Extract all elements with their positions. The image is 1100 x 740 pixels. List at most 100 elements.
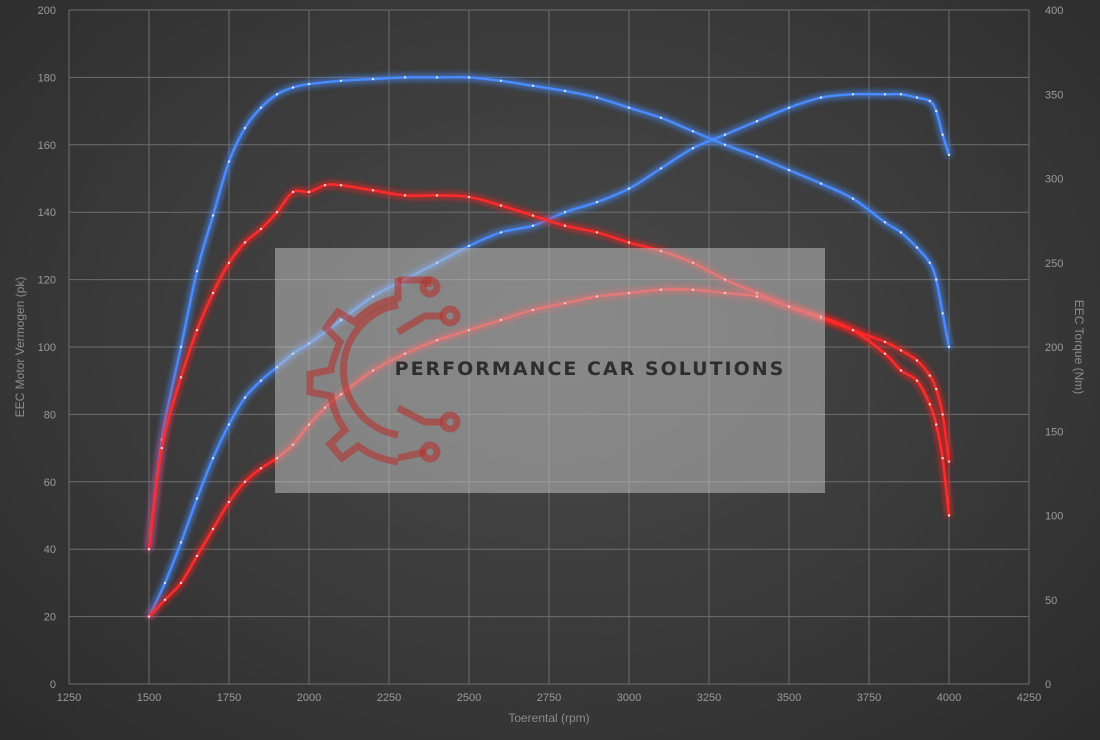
x-tick-label: 4250	[1017, 692, 1041, 704]
series-point	[499, 79, 503, 83]
series-point	[467, 244, 471, 248]
series-point	[227, 500, 231, 504]
series-point	[883, 221, 887, 224]
x-tick-label: 1250	[57, 692, 81, 704]
series-point	[275, 93, 279, 96]
series-point	[915, 246, 919, 249]
series-point	[403, 194, 407, 197]
series-point	[941, 413, 944, 416]
y-left-tick-label: 20	[44, 612, 56, 624]
series-point	[941, 133, 944, 136]
y-left-tick-label: 60	[44, 477, 56, 489]
series-point	[627, 241, 631, 244]
series-point	[928, 374, 931, 377]
series-line-1	[147, 75, 951, 551]
x-tick-label: 1500	[137, 692, 161, 704]
series-point	[691, 147, 695, 150]
series-point	[723, 143, 727, 146]
series-point	[307, 82, 311, 86]
series-point	[531, 214, 535, 217]
series-point	[160, 446, 163, 450]
series-point	[899, 93, 903, 96]
series-point	[243, 126, 247, 130]
series-point	[947, 345, 951, 349]
y-left-tick-label: 160	[38, 140, 56, 152]
series-point	[915, 96, 919, 99]
series-point	[227, 423, 231, 426]
series-point	[947, 460, 951, 463]
series-point	[941, 457, 944, 460]
x-tick-label: 4000	[937, 692, 961, 704]
x-tick-label: 3500	[777, 692, 801, 704]
series-point	[531, 224, 535, 227]
series-point	[195, 270, 199, 273]
series-point	[291, 86, 295, 89]
y-right-tick-label: 150	[1045, 426, 1063, 438]
series-point	[211, 457, 215, 460]
gear-circuit-logo-icon	[306, 276, 461, 466]
series-point	[531, 84, 535, 88]
series-point	[291, 190, 295, 194]
y-right-tick-label: 400	[1045, 5, 1063, 17]
series-point	[275, 211, 279, 214]
series-point	[179, 376, 183, 379]
x-tick-label: 3250	[697, 692, 721, 704]
series-point	[755, 120, 759, 123]
y-left-tick-label: 200	[38, 5, 56, 17]
series-point	[659, 167, 663, 170]
series-point	[435, 194, 439, 197]
y-left-tick-label: 180	[38, 72, 56, 84]
x-tick-label: 2500	[457, 692, 481, 704]
series-point	[259, 379, 263, 382]
series-point	[659, 116, 663, 120]
series-point	[179, 345, 183, 349]
series-point	[691, 130, 695, 133]
series-point	[935, 109, 938, 113]
series-point	[435, 76, 439, 79]
y-right-tick-label: 100	[1045, 511, 1063, 523]
series-point	[755, 155, 759, 158]
series-point	[403, 76, 407, 79]
series-point	[851, 197, 855, 200]
series-point	[243, 241, 247, 244]
x-tick-label: 2000	[297, 692, 321, 704]
y-left-tick-label: 80	[44, 409, 56, 421]
y-right-tick-label: 300	[1045, 174, 1063, 186]
series-point	[915, 359, 919, 362]
series-point	[147, 615, 151, 618]
y-left-axis-title: EEC Motor Vermogen (pk)	[13, 277, 27, 418]
series-point	[627, 106, 631, 109]
y-right-tick-label: 350	[1045, 89, 1063, 101]
series-point	[147, 548, 151, 551]
y-right-tick-label: 200	[1045, 342, 1063, 354]
y-right-axis-title: EEC Torque (Nm)	[1072, 300, 1086, 394]
series-point	[883, 93, 887, 96]
series-point	[819, 182, 823, 185]
series-point	[819, 96, 823, 99]
series-point	[243, 480, 247, 483]
y-left-tick-label: 0	[50, 679, 56, 691]
y-left-tick-label: 40	[44, 544, 56, 556]
series-point	[947, 514, 951, 517]
series-point	[211, 291, 215, 295]
series-point	[851, 93, 855, 96]
series-point	[723, 133, 727, 136]
series-point	[211, 527, 215, 531]
series-point	[163, 598, 167, 601]
y-right-tick-label: 0	[1045, 679, 1051, 691]
series-point	[899, 231, 903, 234]
series-point	[935, 387, 938, 391]
series-point	[595, 96, 599, 99]
y-left-tick-label: 100	[38, 342, 56, 354]
series-point	[935, 423, 938, 426]
series-point	[899, 369, 903, 372]
watermark-text: PERFORMANCE CAR SOLUTIONS	[395, 358, 786, 380]
series-point	[899, 349, 903, 352]
series-point	[787, 106, 791, 109]
series-point	[163, 581, 167, 585]
series-point	[323, 184, 327, 187]
series-point	[467, 76, 471, 79]
series-point	[499, 231, 503, 234]
series-point	[499, 204, 503, 207]
